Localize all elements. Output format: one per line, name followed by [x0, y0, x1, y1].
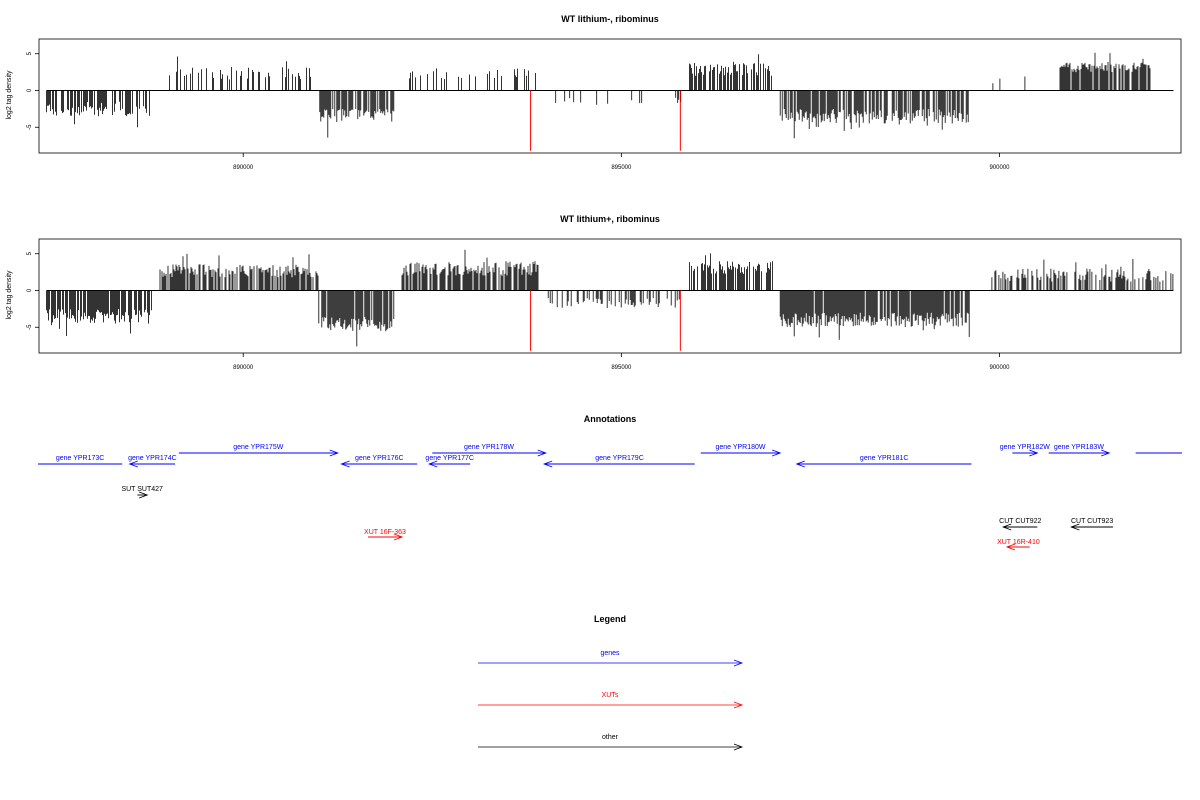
- legend-item-genes: genes: [478, 650, 744, 667]
- panel1-axes: 890000 895000 900000 5 0 -5: [27, 51, 1010, 171]
- legend-label-genes: genes: [600, 650, 620, 657]
- annotation-feature: gene YPR183W: [1048, 444, 1111, 457]
- feature-label: CUT CUT922: [999, 518, 1041, 525]
- annotation-feature: gene YPR175W: [178, 444, 340, 457]
- legend-panel: Legend genes XUTs other: [478, 614, 744, 751]
- feature-arrowhead: [1005, 543, 1016, 551]
- panel1-xtick-label: 895000: [611, 165, 632, 171]
- annotations-panel: Annotations gene YPR173C gene YPR174Cgene…: [38, 414, 1182, 551]
- annotation-feature: XUT 16F-363: [364, 529, 406, 541]
- feature-label: gene YPR173C: [56, 455, 105, 462]
- feature-label: gene YPR177C: [425, 455, 474, 462]
- feature-label: gene YPR181C: [860, 455, 909, 462]
- feature-arrowhead: [537, 449, 547, 457]
- feature-label: gene YPR182W: [1000, 444, 1050, 451]
- feature-arrowhead: [1070, 523, 1080, 531]
- feature-label: gene YPR176C: [355, 455, 404, 462]
- legend-label-other: other: [602, 734, 619, 741]
- legend-arrowhead-other: [733, 743, 744, 751]
- panel1-frame: [38, 38, 1182, 154]
- panel1-xtick-label: 900000: [989, 165, 1010, 171]
- annotation-feature: CUT CUT922: [999, 518, 1042, 531]
- annotations-title: Annotations: [584, 414, 637, 424]
- feature-label: gene YPR183W: [1054, 444, 1104, 451]
- legend-item-xuts: XUTs: [478, 692, 744, 709]
- feature-label: gene YPR174C: [128, 455, 177, 462]
- legend-item-other: other: [478, 734, 744, 751]
- panel2-xtick-label: 890000: [233, 365, 254, 371]
- feature-label: gene YPR180W: [715, 444, 765, 451]
- feature-arrowhead: [427, 460, 438, 468]
- feature-label: XUT 16R-410: [997, 539, 1040, 546]
- legend-title: Legend: [594, 614, 626, 624]
- feature-label: gene YPR179C: [595, 455, 644, 462]
- annotation-feature: SUT SUT427: [121, 486, 163, 499]
- panel2-title: WT lithium+, ribominus: [560, 214, 660, 224]
- panel1-ytick-label: 5: [27, 51, 33, 55]
- annotation-feature: gene YPR180W: [700, 444, 782, 457]
- feature-arrowhead: [340, 460, 350, 468]
- panel2-xtick-label: 895000: [611, 365, 632, 371]
- annotation-features: gene YPR173C gene YPR174C gene YPR175W gene…: [38, 444, 1182, 551]
- feature-arrowhead: [138, 491, 149, 499]
- feature-arrowhead: [329, 449, 340, 457]
- feature-label: XUT 16F-363: [364, 529, 406, 536]
- feature-arrowhead: [128, 460, 138, 468]
- panel1-title: WT lithium-, ribominus: [561, 14, 659, 24]
- feature-label: CUT CUT923: [1071, 518, 1113, 525]
- panel2-ylabel: log2 tag density: [6, 270, 13, 320]
- panel-lithium-plus: WT lithium+, ribominus log2 tag density …: [6, 214, 1182, 371]
- feature-arrowhead: [1100, 449, 1111, 457]
- feature-arrowhead: [1001, 523, 1012, 531]
- annotation-feature: gene YPR182W: [1000, 444, 1050, 457]
- annotation-feature: gene YPR173C: [38, 455, 123, 465]
- panel2-ytick-label: 5: [27, 251, 33, 255]
- annotation-feature: gene YPR181C: [795, 455, 972, 468]
- feature-arrowhead: [542, 460, 553, 468]
- annotation-feature: gene YPR178W: [432, 444, 547, 457]
- annotation-feature: gene YPR179C: [542, 455, 695, 468]
- panel1-ytick-label: -5: [27, 124, 33, 130]
- panel-lithium-minus: WT lithium-, ribominus log2 tag density …: [6, 14, 1182, 171]
- legend-arrowhead-xuts: [733, 701, 744, 709]
- panel1-ylabel: log2 tag density: [6, 70, 13, 120]
- feature-label: gene YPR175W: [233, 444, 283, 451]
- panel2-density-bars: [35, 249, 1174, 357]
- feature-label: gene YPR178W: [464, 444, 514, 451]
- annotation-feature: gene YPR176C: [340, 455, 418, 468]
- panel1-ytick-label: 0: [27, 88, 33, 92]
- feature-arrowhead: [772, 449, 782, 457]
- feature-arrowhead: [393, 533, 404, 541]
- legend-label-xuts: XUTs: [602, 692, 619, 699]
- feature-label: SUT SUT427: [121, 486, 163, 493]
- annotation-feature: gene YPR177C: [425, 455, 474, 468]
- legend-arrowhead-genes: [733, 659, 744, 667]
- panel2-axes: 890000 895000 900000 5 0 -5: [27, 251, 1010, 371]
- annotation-feature: XUT 16R-410: [997, 539, 1040, 551]
- panel1-density-bars: [35, 52, 1174, 157]
- feature-arrowhead: [1029, 449, 1039, 457]
- annotation-feature: CUT CUT923: [1070, 518, 1113, 531]
- panel2-frame: [38, 238, 1182, 354]
- panel2-ytick-label: 0: [27, 288, 33, 292]
- panel2-ytick-label: -5: [27, 324, 33, 330]
- panel2-xtick-label: 900000: [989, 365, 1010, 371]
- panel1-xtick-label: 890000: [233, 165, 254, 171]
- feature-arrowhead: [795, 460, 805, 468]
- annotation-feature: gene YPR174C: [128, 455, 177, 468]
